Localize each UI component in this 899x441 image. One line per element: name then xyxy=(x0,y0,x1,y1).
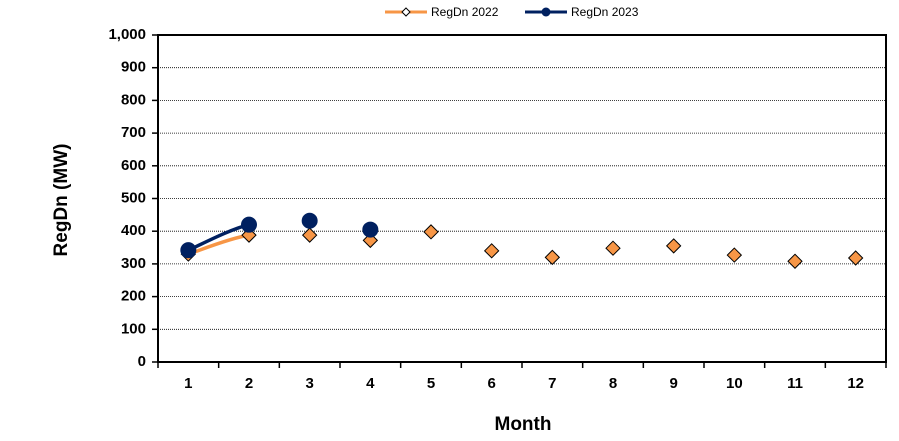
data-point xyxy=(544,249,561,266)
x-tick-label: 2 xyxy=(245,375,253,392)
x-tick-label: 5 xyxy=(427,375,435,392)
data-point xyxy=(362,221,379,238)
data-point xyxy=(423,224,439,240)
data-point xyxy=(241,216,257,233)
data-point xyxy=(665,238,682,254)
y-axis-title: RegDn (MW) xyxy=(51,144,72,257)
x-tick-label: 12 xyxy=(847,375,864,392)
x-tick-label: 3 xyxy=(305,375,313,392)
legend-marker xyxy=(401,7,411,17)
legend-marker xyxy=(541,7,551,17)
data-point xyxy=(362,232,379,249)
data-point xyxy=(726,247,743,263)
x-tick-label: 4 xyxy=(366,375,375,392)
data-point xyxy=(483,243,500,259)
x-tick-label: 10 xyxy=(726,375,743,392)
y-tick-label: 500 xyxy=(121,189,146,206)
data-point xyxy=(180,242,197,259)
legend-label: RegDn 2022 xyxy=(431,5,499,19)
legend-label: RegDn 2023 xyxy=(571,5,639,19)
x-tick-label: 9 xyxy=(669,375,677,392)
x-tick-label: 6 xyxy=(487,375,495,392)
y-tick-label: 800 xyxy=(121,91,146,108)
data-point xyxy=(605,240,621,256)
y-tick-label: 700 xyxy=(121,124,146,141)
data-point xyxy=(301,212,318,229)
y-tick-label: 200 xyxy=(121,288,146,305)
y-tick-label: 300 xyxy=(121,255,146,272)
y-tick-label: 100 xyxy=(121,320,146,337)
x-tick-label: 7 xyxy=(548,375,556,392)
y-tick-label: 600 xyxy=(121,157,146,174)
y-tick-label: 0 xyxy=(138,353,146,370)
y-tick-label: 900 xyxy=(121,59,146,76)
x-tick-label: 8 xyxy=(609,375,617,392)
x-tick-label: 11 xyxy=(787,375,803,392)
y-tick-label: 400 xyxy=(121,222,146,239)
y-tick-label: 1,000 xyxy=(108,26,146,43)
x-axis-title: Month xyxy=(495,414,552,435)
plot-border xyxy=(157,34,887,363)
data-point xyxy=(787,253,803,269)
x-tick-label: 1 xyxy=(184,375,192,392)
data-point xyxy=(301,227,318,243)
data-point xyxy=(847,250,864,266)
